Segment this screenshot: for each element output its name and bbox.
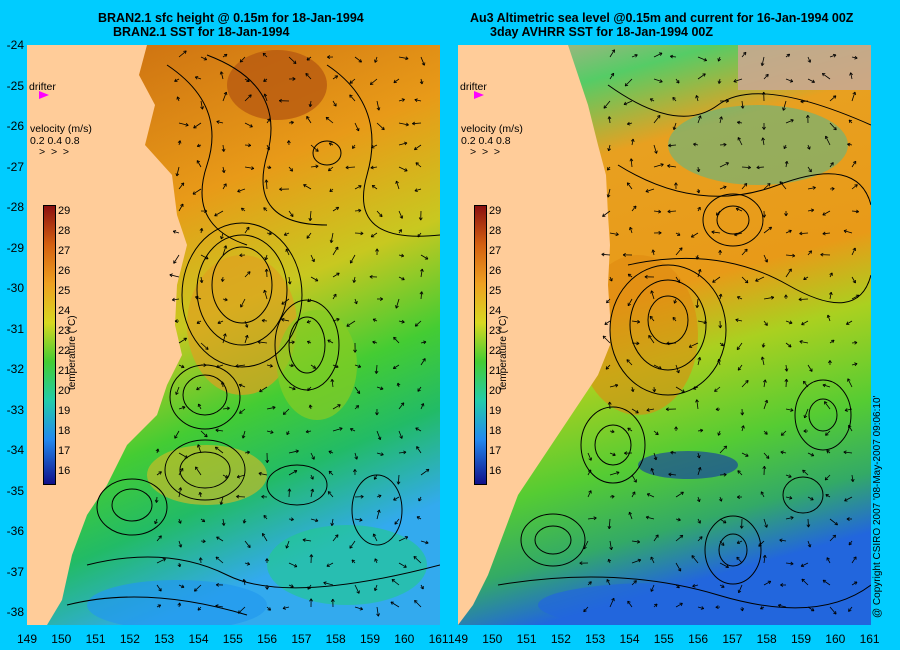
left-title-line2: BRAN2.1 SST for 18-Jan-1994 (113, 25, 290, 39)
velocity-scale-arrows: > > > (39, 146, 70, 158)
colorbar-tick-label: 24 (58, 305, 71, 317)
velocity-label: velocity (m/s) (461, 123, 523, 135)
colorbar-label: temperature (°C) (67, 315, 78, 390)
longitude-tick-label: 160 (825, 632, 846, 646)
velocity-arrows (579, 49, 860, 615)
colorbar-tick-label: 24 (489, 305, 502, 317)
longitude-tick-label: 151 (516, 632, 537, 646)
colorbar-tick-label: 27 (58, 245, 71, 257)
colorbar-tick-label: 16 (58, 465, 71, 477)
colorbar-tick-label: 16 (489, 465, 502, 477)
colorbar-tick-label: 19 (489, 405, 502, 417)
right-title-line1: Au3 Altimetric sea level @0.15m and curr… (470, 11, 854, 25)
latitude-tick-label: -24 (6, 38, 24, 52)
drifter-label: drifter (29, 81, 56, 93)
colorbar-tick-label: 29 (489, 205, 502, 217)
colorbar-tick-label: 18 (58, 425, 71, 437)
colorbar-tick-label: 29 (58, 205, 71, 217)
colorbar-tick-label: 17 (489, 445, 502, 457)
longitude-tick-label: 161 (428, 632, 449, 646)
colorbar (43, 205, 56, 485)
colorbar-tick-label: 21 (58, 365, 71, 377)
longitude-tick-label: 150 (482, 632, 503, 646)
colorbar-tick-label: 26 (489, 265, 502, 277)
longitude-tick-label: 156 (257, 632, 278, 646)
land-mass (458, 45, 610, 625)
colorbar-tick-label: 27 (489, 245, 502, 257)
colorbar-tick-label: 25 (489, 285, 502, 297)
colorbar-tick-label: 18 (489, 425, 502, 437)
longitude-tick-label: 159 (359, 632, 381, 646)
velocity-scale: 0.2 0.4 0.8 (30, 135, 80, 147)
longitude-tick-label: 149 (447, 632, 469, 646)
latitude-tick-label: -34 (6, 443, 24, 457)
drifter-marker (474, 91, 484, 99)
drifter-marker (39, 91, 49, 99)
colorbar-tick-label: 28 (58, 225, 71, 237)
latitude-tick-label: -29 (6, 240, 24, 255)
colorbar-tick-label: 26 (58, 265, 71, 277)
colorbar-tick-label: 23 (489, 325, 502, 337)
colorbar-tick-label: 22 (489, 345, 502, 357)
longitude-tick-label: 155 (222, 632, 243, 646)
latitude-tick-label: -33 (6, 402, 24, 417)
latitude-tick-label: -31 (6, 321, 24, 336)
longitude-tick-label: 158 (325, 632, 346, 646)
latitude-tick-label: -25 (6, 78, 24, 93)
longitude-tick-label: 158 (756, 632, 777, 646)
latitude-tick-label: -30 (6, 281, 24, 295)
latitude-tick-label: -32 (6, 362, 24, 376)
latitude-tick-label: -36 (6, 524, 24, 538)
velocity-label: velocity (m/s) (30, 123, 92, 135)
longitude-tick-label: 151 (85, 632, 106, 646)
land-mass (27, 45, 187, 625)
longitude-tick-label: 150 (51, 632, 72, 646)
colorbar-tick-label: 25 (58, 285, 71, 297)
velocity-scale: 0.2 0.4 0.8 (461, 135, 511, 147)
colorbar-tick-label: 20 (489, 385, 502, 397)
drifter-label: drifter (460, 81, 487, 93)
latitude-tick-label: -38 (6, 605, 24, 619)
longitude-tick-label: 157 (722, 632, 743, 646)
right-title-line2: 3day AVHRR SST for 18-Jan-1994 00Z (490, 25, 713, 39)
longitude-tick-label: 152 (550, 632, 571, 646)
latitude-tick-label: -35 (6, 483, 24, 498)
longitude-tick-label: 154 (619, 632, 640, 646)
longitude-tick-label: 159 (790, 632, 812, 646)
colorbar-tick-label: 19 (58, 405, 71, 417)
longitude-tick-label: 153 (585, 632, 606, 646)
right-sst-map: drifter velocity (m/s) 0.2 0.4 0.8 > > >… (458, 45, 871, 625)
longitude-tick-label: 153 (154, 632, 175, 646)
left-sst-map: drifter velocity (m/s) 0.2 0.4 0.8 > > >… (27, 45, 440, 625)
latitude-tick-label: -37 (6, 564, 24, 579)
colorbar-tick-label: 22 (58, 345, 71, 357)
longitude-tick-label: 155 (653, 632, 674, 646)
colorbar (474, 205, 487, 485)
latitude-tick-label: -27 (6, 159, 24, 174)
colorbar-tick-label: 20 (58, 385, 71, 397)
colorbar-tick-label: 21 (489, 365, 502, 377)
latitude-tick-label: -28 (6, 200, 24, 214)
colorbar-label: temperature (°C) (498, 315, 509, 390)
longitude-tick-label: 161 (859, 632, 880, 646)
velocity-arrows (154, 50, 430, 617)
sea-level-contours (497, 84, 871, 609)
longitude-tick-label: 154 (188, 632, 209, 646)
velocity-scale-arrows: > > > (470, 146, 501, 158)
colorbar-tick-label: 28 (489, 225, 502, 237)
colorbar-tick-label: 23 (58, 325, 71, 337)
longitude-tick-label: 160 (394, 632, 415, 646)
longitude-tick-label: 149 (16, 632, 38, 646)
copyright-notice: @ Copyright CSIRO 2007 '08-May-2007 09:0… (872, 395, 883, 618)
colorbar-tick-label: 17 (58, 445, 71, 457)
longitude-tick-label: 156 (688, 632, 709, 646)
left-title-line1: BRAN2.1 sfc height @ 0.15m for 18-Jan-19… (98, 11, 364, 25)
latitude-tick-label: -26 (6, 119, 24, 133)
longitude-tick-label: 157 (291, 632, 312, 646)
longitude-tick-label: 152 (119, 632, 140, 646)
sea-level-contours (66, 54, 440, 616)
